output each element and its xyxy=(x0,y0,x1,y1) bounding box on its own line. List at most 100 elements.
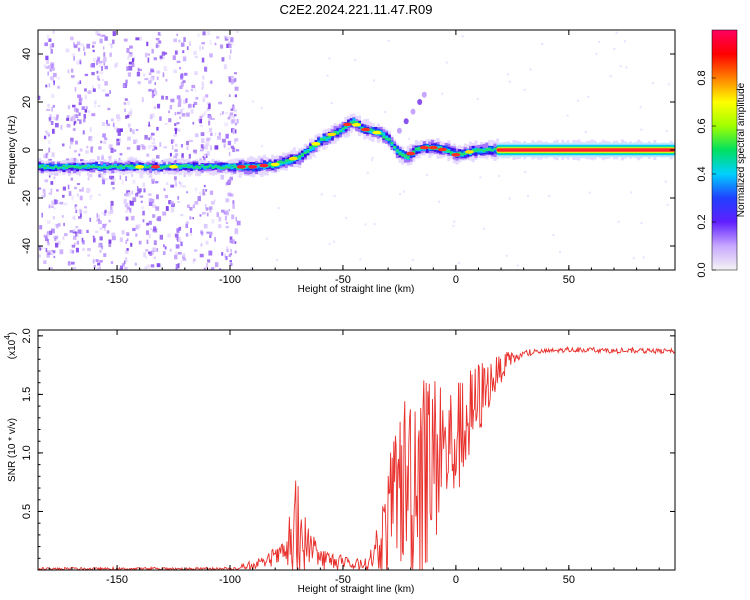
noise-speck xyxy=(168,110,170,114)
noise-speck xyxy=(76,240,79,245)
noise-speck xyxy=(185,221,189,224)
noise-speck xyxy=(52,104,55,108)
noise-speck xyxy=(38,187,42,190)
noise-speck xyxy=(38,95,41,100)
noise-speck xyxy=(205,240,209,245)
noise-speck xyxy=(171,203,175,208)
noise-speck xyxy=(183,37,186,42)
noise-speck xyxy=(609,75,612,78)
noise-speck xyxy=(209,137,212,141)
noise-speck xyxy=(106,123,111,126)
noise-speck xyxy=(214,237,216,242)
noise-speck xyxy=(53,207,56,210)
noise-speck xyxy=(127,192,131,197)
noise-speck xyxy=(147,53,151,56)
noise-speck xyxy=(45,153,48,159)
noise-speck xyxy=(98,193,101,196)
noise-speck xyxy=(177,196,180,200)
noise-speck xyxy=(93,58,96,62)
noise-speck xyxy=(194,201,199,205)
noise-speck xyxy=(72,235,77,240)
noise-speck xyxy=(617,220,620,223)
noise-speck xyxy=(220,44,224,49)
noise-speck xyxy=(180,81,184,87)
noise-speck xyxy=(163,188,166,191)
noise-speck xyxy=(86,188,91,192)
snr-xtick-label: 50 xyxy=(563,574,575,586)
noise-speck xyxy=(186,204,190,208)
noise-speck xyxy=(665,130,668,133)
noise-speck xyxy=(45,84,48,88)
noise-speck xyxy=(162,211,167,216)
noise-speck xyxy=(229,193,234,197)
noise-speck xyxy=(203,153,208,156)
spectrogram-x-axis: -150 -100 -50 0 50 xyxy=(48,30,660,286)
ridge-hotspot xyxy=(352,123,361,127)
ridge-cell xyxy=(268,163,272,167)
noise-speck xyxy=(103,253,107,257)
noise-speck xyxy=(96,70,99,74)
noise-speck xyxy=(38,254,41,258)
ridge-cell xyxy=(51,167,55,169)
noise-speck xyxy=(181,153,184,158)
noise-speck xyxy=(218,132,221,136)
noise-speck xyxy=(151,93,154,98)
noise-speck xyxy=(250,267,253,270)
noise-speck xyxy=(201,57,205,63)
noise-speck xyxy=(151,180,155,184)
noise-speck xyxy=(101,122,106,127)
ridge-cell xyxy=(211,166,215,169)
noise-speck xyxy=(151,89,154,94)
noise-speck xyxy=(209,231,213,236)
noise-speck xyxy=(104,228,106,231)
noise-speck xyxy=(137,189,142,194)
noise-speck xyxy=(541,43,544,45)
ridge-cell xyxy=(46,165,50,167)
noise-speck xyxy=(230,180,232,183)
ridge-cell xyxy=(222,167,226,170)
noise-speck xyxy=(230,40,234,45)
noise-speck xyxy=(51,93,55,98)
noise-speck xyxy=(69,230,74,233)
noise-speck xyxy=(231,105,235,111)
noise-speck xyxy=(180,74,184,79)
noise-speck xyxy=(48,117,52,122)
noise-speck xyxy=(173,69,177,74)
noise-speck xyxy=(232,118,237,124)
noise-speck xyxy=(125,240,128,244)
noise-speck xyxy=(55,224,59,229)
noise-speck xyxy=(169,152,172,157)
noise-speck xyxy=(84,206,87,209)
ridge-cell xyxy=(62,166,66,170)
noise-speck xyxy=(150,250,154,256)
noise-speck xyxy=(90,63,92,66)
ridge-hotspot xyxy=(236,165,246,169)
ridge-cell xyxy=(195,165,199,168)
noise-speck xyxy=(126,206,130,211)
ridge-hotspot xyxy=(419,145,429,150)
ridge-cell xyxy=(485,148,489,152)
noise-speck xyxy=(225,255,228,261)
ridge-cell xyxy=(352,118,356,123)
noise-speck xyxy=(516,264,519,267)
noise-speck xyxy=(84,109,88,113)
ridge-hotspot xyxy=(248,165,258,169)
noise-speck xyxy=(104,178,109,181)
noise-speck xyxy=(182,56,187,62)
noise-speck xyxy=(50,67,53,70)
noise-speck xyxy=(45,247,48,253)
noise-speck xyxy=(110,181,115,185)
noise-speck xyxy=(197,33,200,38)
noise-speck xyxy=(508,80,511,83)
spectrogram-xtick-label: -50 xyxy=(335,274,351,286)
noise-speck xyxy=(108,242,112,247)
noise-speck xyxy=(180,241,183,247)
noise-speck xyxy=(194,187,198,192)
noise-speck xyxy=(228,151,231,156)
noise-speck xyxy=(81,187,84,192)
noise-speck xyxy=(147,145,151,150)
noise-speck xyxy=(175,143,178,147)
noise-speck xyxy=(89,196,92,200)
noise-speck xyxy=(211,267,215,270)
noise-speck xyxy=(175,267,178,270)
